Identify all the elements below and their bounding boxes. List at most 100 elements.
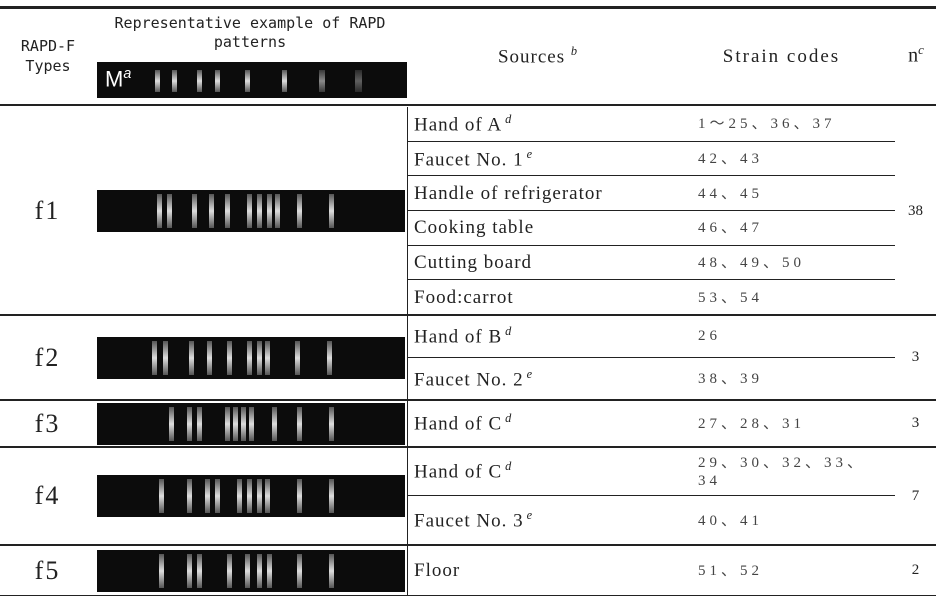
footnote-mark: d [505,324,512,338]
codes-cell: 27、28、31 [668,400,895,447]
marker-gel: Ma [97,62,407,98]
footnote-mark: d [505,112,512,126]
row-rule [408,141,895,142]
footnote-mark: e [527,367,533,381]
strain-codes: 40、41 [698,512,868,530]
row-rule [408,357,895,358]
strain-codes: 48、49、50 [698,254,868,272]
gel-band [215,479,220,513]
codes-cell: 48、49、50 [668,246,895,281]
gel-band [189,341,194,375]
source: Handle of refrigerator [414,183,603,204]
source: Hand of A [414,114,502,135]
strain-codes: 51、52 [698,562,868,580]
source-cell: Cutting board [408,246,668,281]
source: Hand of C [414,462,502,483]
footnote-mark: e [527,147,533,161]
gel-band [257,479,262,513]
gel-band [227,554,232,588]
gel-image [97,403,405,445]
gel-image [97,475,405,517]
footnote-mark: d [505,459,512,473]
n-value: 7 [895,447,936,545]
strain-codes: 38、39 [698,370,868,388]
gel-band [225,194,230,228]
type-label: f4 [0,447,95,545]
gel-image [97,550,405,592]
source: Food:carrot [414,287,514,308]
header-sup: b [571,44,578,58]
codes-cell: 40、41 [668,496,895,545]
source: Faucet No. 1 [414,149,524,170]
type-label: f5 [0,545,95,596]
gel-band [197,554,202,588]
gel-band [247,341,252,375]
gel-band [237,479,242,513]
column-rule [407,107,408,596]
codes-cell: 46、47 [668,211,895,246]
header-text: RAPD-F [6,36,90,56]
gel-band [209,194,214,228]
gel-band [329,194,334,228]
gel-band [275,194,280,228]
gel-band [272,407,277,441]
marker-sup: a [123,66,131,82]
codes-header: Strain codes [668,46,895,68]
source: Faucet No. 3 [414,511,524,532]
gel-band [329,479,334,513]
gel-band [169,407,174,441]
table-page: RAPD-F Types Representative example of R… [0,0,936,596]
source-cell: Cooking table [408,211,668,246]
gel-image [97,190,405,232]
marker-label: Ma [105,66,131,92]
gel-band [233,407,238,441]
source-cell: Hand of Cd [408,447,668,496]
codes-cell: 44、45 [668,176,895,211]
gel-band [159,554,164,588]
gel-band [295,341,300,375]
header-text: Sources [498,46,565,67]
gel-band [297,479,302,513]
gel-band [227,341,232,375]
row-rule [408,495,895,496]
strain-codes: 1～25、36、37 [698,115,868,133]
type-label: f2 [0,315,95,400]
source-text: Faucet No. 2e [414,367,533,391]
gel-band [192,194,197,228]
type-label: f1 [0,107,95,315]
codes-cell: 38、39 [668,358,895,401]
gel-band [329,407,334,441]
gel-band [297,194,302,228]
header-text: Types [6,56,90,76]
header-sup: c [918,42,924,57]
gel-band [187,479,192,513]
gel-band [247,479,252,513]
strain-codes: 27、28、31 [698,415,868,433]
gel-band [265,341,270,375]
header-text: n [908,45,918,67]
gel-band [257,554,262,588]
rule [0,6,936,9]
rule [0,104,936,106]
source-text: Floor [414,560,460,582]
pattern-header: Representative example of RAPD patterns [100,14,400,52]
source-text: Cooking table [414,217,534,239]
n-value: 3 [895,315,936,400]
strain-codes: 44、45 [698,185,868,203]
row-rule [408,245,895,246]
gel-band [257,341,262,375]
source-cell: Handle of refrigerator [408,176,668,211]
n-value: 2 [895,545,936,596]
source-text: Hand of Cd [414,459,512,483]
n-value: 38 [895,107,936,315]
source-text: Handle of refrigerator [414,183,603,205]
gel-band [225,407,230,441]
source: Hand of C [414,414,502,435]
marker: M [105,66,123,91]
gel-band [297,554,302,588]
gel-band [167,194,172,228]
codes-cell: 26 [668,315,895,358]
